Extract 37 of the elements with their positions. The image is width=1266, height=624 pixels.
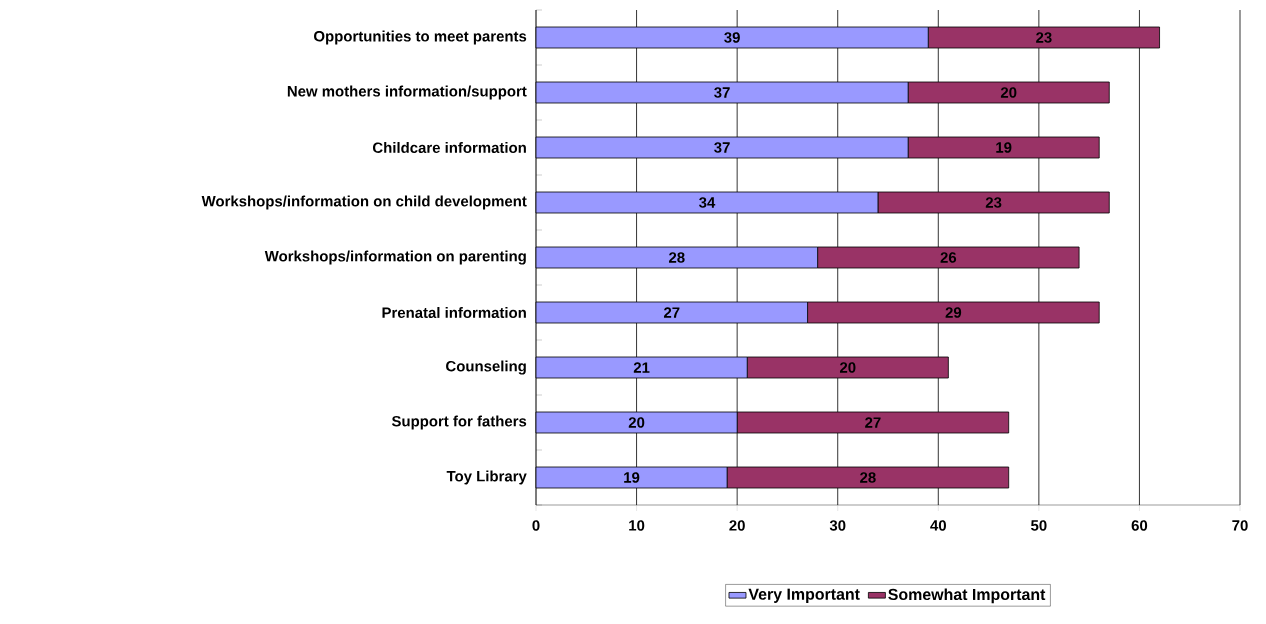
- data-label: 21: [633, 362, 650, 373]
- x-tick-label: 50: [1031, 520, 1047, 531]
- data-label: 37: [714, 87, 730, 98]
- data-label: 34: [699, 197, 716, 208]
- data-label: 39: [724, 32, 740, 43]
- x-tick-label: 40: [930, 520, 946, 531]
- y-tick-label: Prenatal information: [382, 307, 526, 318]
- x-tick-label: 70: [1232, 520, 1248, 531]
- x-tick-label: 0: [532, 520, 540, 531]
- x-tick-label: 30: [829, 520, 846, 531]
- y-tick-label: Workshops/information on parenting: [264, 250, 526, 265]
- y-tick-label: Workshops/information on child development: [201, 195, 527, 210]
- y-tick-label: Childcare information: [372, 142, 526, 153]
- data-label: 28: [860, 472, 876, 483]
- data-label: 28: [669, 252, 685, 263]
- x-tick-label: 10: [629, 520, 645, 531]
- y-tick-label: Counseling: [446, 360, 526, 375]
- data-label: 26: [940, 252, 957, 263]
- data-label: 27: [865, 417, 881, 428]
- data-label: 23: [1036, 32, 1052, 43]
- data-label: 23: [985, 197, 1002, 208]
- data-label: 27: [663, 307, 680, 318]
- data-label: 20: [839, 362, 856, 373]
- data-label: 20: [1000, 87, 1017, 98]
- legend-label: Very Important: [748, 588, 860, 603]
- data-label: 19: [996, 142, 1012, 153]
- y-tick-label: Toy Library: [446, 470, 527, 485]
- y-tick-label: New mothers information/support: [287, 85, 527, 100]
- data-label: 20: [628, 417, 645, 428]
- data-label: 19: [624, 472, 640, 483]
- data-label: 29: [945, 307, 962, 318]
- x-tick-label: 60: [1131, 520, 1148, 531]
- x-tick-label: 20: [729, 520, 745, 531]
- data-label: 37: [714, 142, 730, 153]
- y-tick-label: Opportunities to meet parents: [314, 30, 527, 45]
- y-tick-label: Support for fathers: [391, 415, 527, 430]
- legend-label: Somewhat Important: [888, 588, 1046, 604]
